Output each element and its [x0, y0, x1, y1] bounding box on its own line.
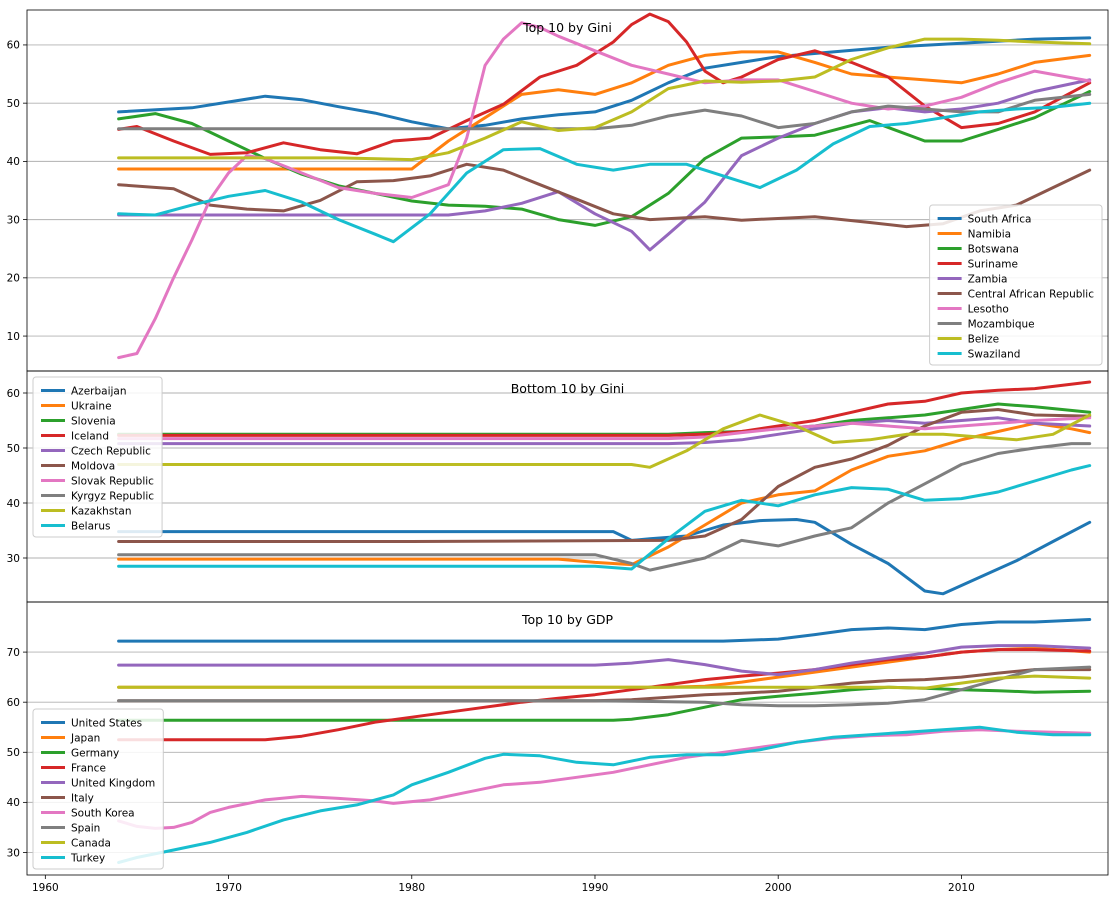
x-tick-label: 1990	[582, 882, 609, 894]
legend-label: Suriname	[968, 258, 1018, 270]
series-line-slovak-republic	[117, 416, 1092, 441]
legend-label: United States	[71, 717, 142, 729]
y-tick-label: 40	[7, 498, 20, 510]
x-tick-label: 1970	[215, 882, 242, 894]
series-line-canada	[117, 674, 1092, 690]
legend-label: Turkey	[70, 852, 105, 864]
series-line-iceland	[117, 380, 1092, 437]
legend: South Africa Namibia Botswana Suriname Zambi…	[929, 204, 1103, 366]
legend-box	[32, 376, 163, 538]
chart-panel-2: 30 40 50 60 Bottom 10 by Gini Azerbaijan Ukrai…	[7, 370, 1109, 603]
series-group	[117, 618, 1092, 864]
series-group	[117, 380, 1092, 596]
legend-label: Mozambique	[968, 318, 1035, 330]
axes-frame	[26, 601, 1109, 876]
chart-title: Top 10 by GDP	[521, 612, 614, 627]
series-line-united-states	[117, 618, 1092, 643]
y-tick-label: 50	[7, 747, 20, 759]
series-line-moldova	[117, 408, 1092, 543]
y-tick-label: 60	[7, 40, 20, 52]
legend-label: Zambia	[968, 273, 1008, 285]
legend-label: Swaziland	[968, 348, 1021, 360]
series-line-belize	[117, 37, 1092, 162]
legend-label: Iceland	[71, 430, 109, 442]
chart-title: Bottom 10 by Gini	[511, 381, 625, 396]
y-tick-label: 50	[7, 98, 20, 110]
legend-label: Lesotho	[968, 303, 1009, 315]
series-line-germany	[117, 685, 1092, 722]
series-line-united-kingdom	[117, 644, 1092, 677]
series-line-azerbaijan	[117, 518, 1092, 596]
y-tick-label: 30	[7, 553, 20, 565]
y-tick-label: 30	[7, 214, 20, 226]
legend-label: France	[71, 762, 106, 774]
series-line-swaziland	[117, 101, 1092, 244]
series-line-belarus	[117, 464, 1092, 571]
chart-panel-3: 30 40 50 60 70 1960 1970 1980 1990 2000 2010 Top 10…	[7, 601, 1109, 894]
series-line-south-korea	[117, 728, 1092, 830]
legend-box	[929, 204, 1103, 366]
legend-label: Germany	[71, 747, 119, 759]
x-tick-label: 2010	[948, 882, 975, 894]
legend-label: Slovenia	[71, 415, 116, 427]
legend-label: Slovak Republic	[71, 475, 154, 487]
legend-label: Spain	[71, 822, 100, 834]
series-group	[117, 12, 1092, 360]
legend-label: Namibia	[968, 228, 1011, 240]
series-line-lesotho	[117, 21, 1092, 360]
series-line-spain	[117, 665, 1092, 708]
x-tick-label: 1980	[398, 882, 425, 894]
y-tick-label: 20	[7, 273, 20, 285]
legend-label: Italy	[71, 792, 94, 804]
y-tick-label: 50	[7, 443, 20, 455]
series-line-ukraine	[117, 421, 1092, 567]
legend-label: Botswana	[968, 243, 1019, 255]
series-line-south-africa	[117, 36, 1092, 131]
legend-label: Czech Republic	[71, 445, 151, 457]
series-line-turkey	[117, 725, 1092, 864]
y-tick-label: 40	[7, 797, 20, 809]
legend-label: Moldova	[71, 460, 115, 472]
y-tick-label: 70	[7, 647, 20, 659]
legend-label: South Korea	[71, 807, 135, 819]
legend-label: Belarus	[71, 520, 110, 532]
legend-label: Kyrgyz Republic	[71, 490, 154, 502]
legend: Azerbaijan Ukraine Slovenia Iceland Czech Re…	[32, 376, 163, 538]
series-line-kazakhstan	[117, 413, 1092, 469]
x-tick-label: 1960	[32, 882, 59, 894]
series-line-kyrgyz-republic	[117, 442, 1092, 572]
legend-label: Ukraine	[71, 400, 112, 412]
x-tick-label: 2000	[765, 882, 792, 894]
legend-label: Azerbaijan	[71, 385, 127, 397]
series-line-suriname	[117, 12, 1092, 156]
legend-label: Kazakhstan	[71, 505, 132, 517]
legend-label: South Africa	[968, 213, 1032, 225]
legend-label: Canada	[71, 837, 111, 849]
y-tick-label: 40	[7, 156, 20, 168]
legend: United States Japan Germany France United Ki…	[32, 708, 164, 870]
legend-label: Central African Republic	[968, 288, 1095, 300]
chart-panel-1: 10 20 30 40 50 60 Top 10 by Gini South Africa Na…	[7, 9, 1109, 372]
legend-label: United Kingdom	[71, 777, 155, 789]
y-tick-label: 10	[7, 331, 20, 343]
y-tick-label: 30	[7, 847, 20, 859]
legend-label: Japan	[70, 732, 100, 744]
y-tick-label: 60	[7, 388, 20, 400]
legend-box	[32, 708, 164, 870]
legend-label: Belize	[968, 333, 999, 345]
y-tick-label: 60	[7, 697, 20, 709]
chart-title: Top 10 by Gini	[522, 20, 612, 35]
